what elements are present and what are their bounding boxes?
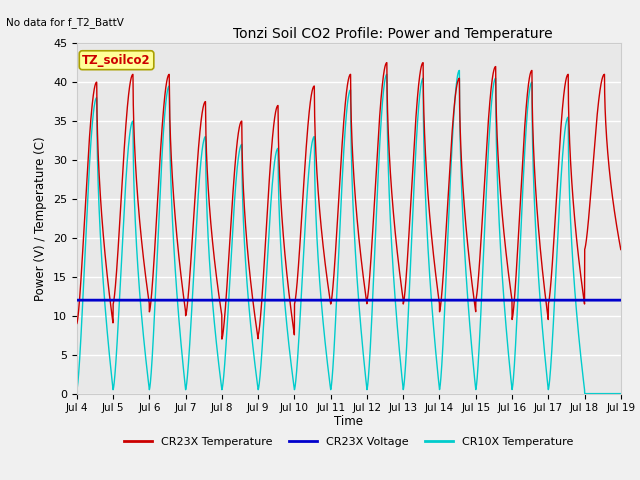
Title: Tonzi Soil CO2 Profile: Power and Temperature: Tonzi Soil CO2 Profile: Power and Temper… bbox=[232, 27, 552, 41]
Legend: CR23X Temperature, CR23X Voltage, CR10X Temperature: CR23X Temperature, CR23X Voltage, CR10X … bbox=[120, 432, 578, 451]
Text: No data for f_T2_BattV: No data for f_T2_BattV bbox=[6, 17, 124, 28]
Text: TZ_soilco2: TZ_soilco2 bbox=[82, 54, 151, 67]
X-axis label: Time: Time bbox=[334, 415, 364, 428]
Y-axis label: Power (V) / Temperature (C): Power (V) / Temperature (C) bbox=[35, 136, 47, 300]
